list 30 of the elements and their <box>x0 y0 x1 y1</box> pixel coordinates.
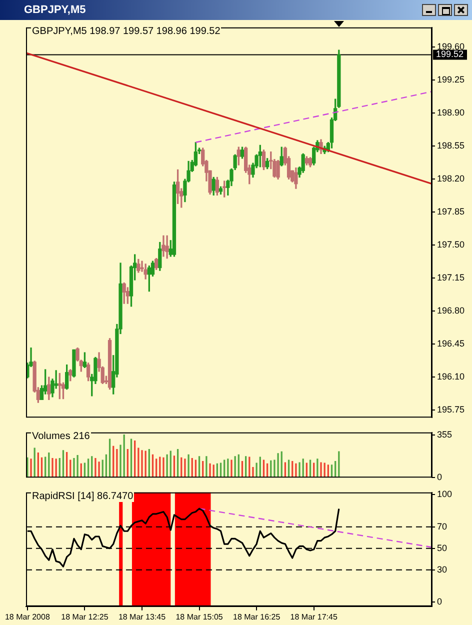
y-tick-label: 196.80 <box>437 306 465 316</box>
chart-title: GBPJPY,M5 <box>23 4 86 16</box>
y-tick-label: 355 <box>437 429 452 440</box>
y-tick-label: 197.15 <box>437 272 465 283</box>
chart-subtitle: GBPJPY,M5 198.97 199.57 198.96 199.52 <box>31 26 222 37</box>
x-tick-label: 18 Mar 13:45 <box>118 612 166 622</box>
y-tick-label: 199.60 <box>437 42 465 52</box>
ref-line-label: 199.52 <box>436 49 464 60</box>
y-tick-label: 100 <box>437 489 452 500</box>
y-tick-label: 197.85 <box>437 206 465 217</box>
y-tick-label: 50 <box>437 542 448 553</box>
x-tick-label: 18 Mar 15:05 <box>176 612 224 622</box>
y-tick-label: 199.25 <box>437 74 465 85</box>
x-tick-label: 18 Mar 17:45 <box>290 612 338 622</box>
y-tick-label: 198.20 <box>437 174 465 184</box>
x-tick-label: 18 Mar 16:25 <box>233 612 281 622</box>
x-tick-label: 18 Mar 12:25 <box>61 612 109 622</box>
y-tick-label: 196.45 <box>437 338 465 349</box>
x-tick-label: 18 Mar 2008 <box>4 612 50 622</box>
y-tick-label: 197.50 <box>437 240 465 250</box>
y-tick-label: 195.75 <box>437 404 465 415</box>
y-tick-label: 196.10 <box>437 372 465 382</box>
y-tick-label: 198.90 <box>437 108 465 118</box>
y-tick-label: 30 <box>437 564 448 574</box>
y-tick-label: 198.55 <box>437 140 465 151</box>
y-tick-label: 0 <box>437 472 442 482</box>
chart-title: RapidRSI [14] 86.7470 <box>31 491 134 502</box>
y-tick-label: 0 <box>437 596 442 607</box>
y-tick-label: 70 <box>437 521 448 532</box>
chart-title: Volumes 216 <box>31 431 91 442</box>
